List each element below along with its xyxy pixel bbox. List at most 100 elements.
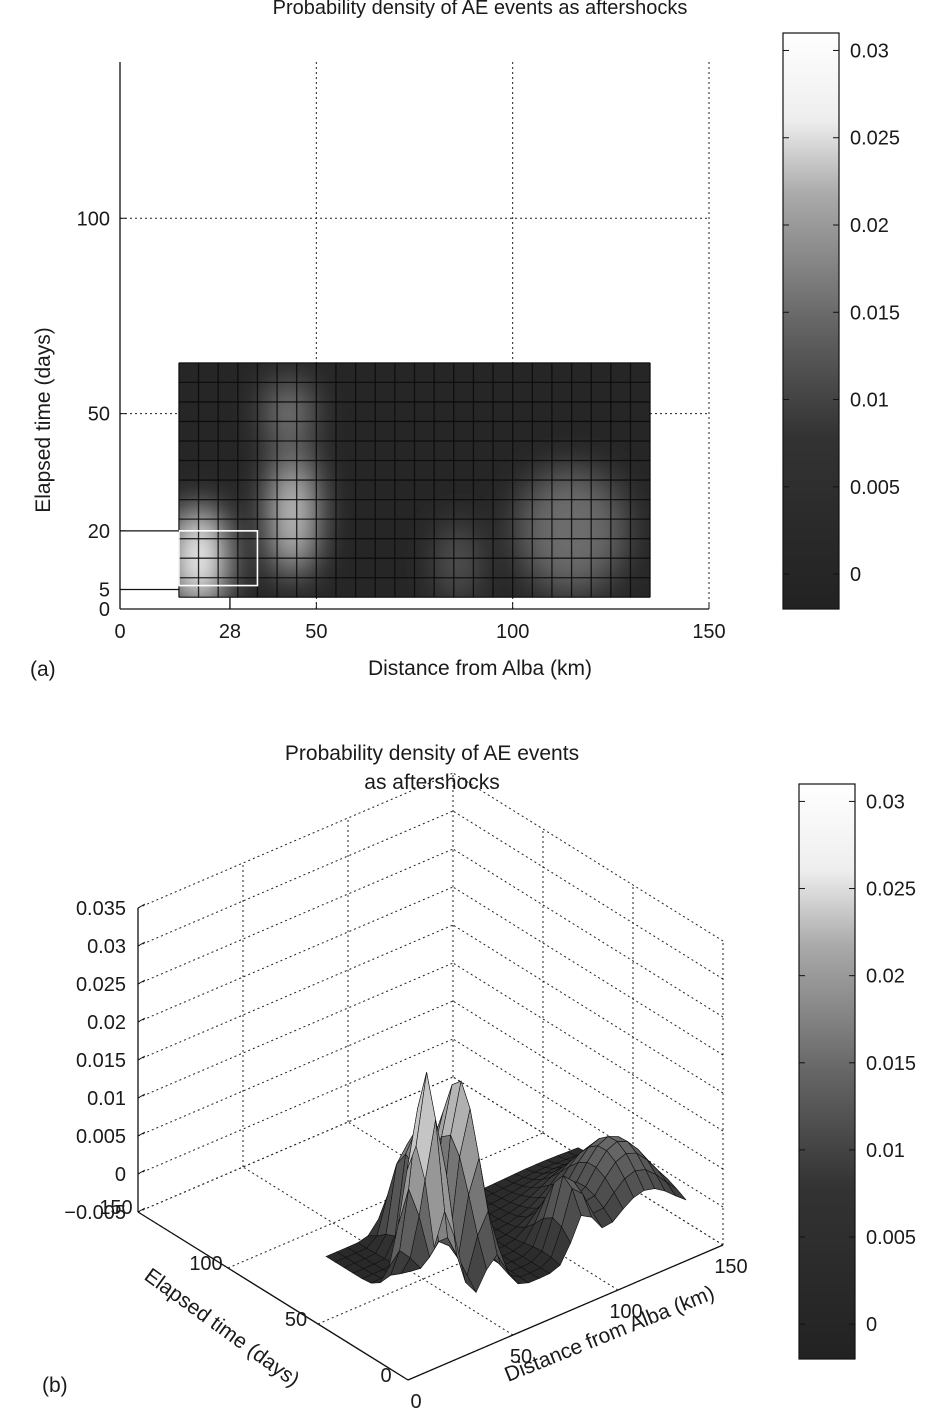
panel-b-z-tick-label: 0 [115, 1164, 126, 1186]
panel-b-side-wall-gridline [452, 1038, 724, 1208]
panel-b-floor-gridline [242, 1166, 514, 1336]
panel-b-y-tick-label: 100 [189, 1253, 222, 1275]
panel-b-z-tick [137, 1093, 146, 1099]
panel-b-z-tick-label: 0.035 [76, 898, 126, 920]
panel-a-x-tick-label: 50 [305, 621, 327, 643]
panel-b-z-tick [137, 1207, 146, 1213]
panel-b-y-tick-label: 0 [380, 1365, 391, 1387]
panel-b-back-wall-gridline [137, 848, 454, 985]
panel-b-x-tick-label: 150 [714, 1256, 747, 1278]
panel-b-colorbar-tick-label: 0.015 [866, 1053, 916, 1075]
panel-b-side-wall-gridline [452, 1000, 724, 1170]
panel-b-x-tick-label: 50 [510, 1346, 532, 1368]
panel-b-x-axis [407, 1244, 724, 1381]
panel-b-y-tick-label: 150 [99, 1197, 132, 1219]
panel-a-y-tick-label: 100 [77, 208, 110, 230]
panel-b-x-axis-label: Distance from Alba (km) [501, 1281, 717, 1386]
panel-b-label: (b) [42, 1374, 68, 1397]
panel-b-z-tick-label: 0.025 [76, 974, 126, 996]
panel-b-back-wall-gridline [137, 1038, 454, 1175]
panel-b-z-tick [137, 979, 146, 985]
panel-b-floor-gridline [452, 1076, 724, 1246]
panel-b-side-wall-gridline [452, 772, 724, 942]
panel-b-colorbar-tick-label: 0.03 [866, 791, 905, 813]
panel-b-colorbar-tick-label: 0 [866, 1314, 877, 1336]
panel-b-z-tick [137, 903, 146, 909]
panel-b-side-wall-gridline [452, 848, 724, 1018]
panel-b-y-axis [137, 1211, 409, 1381]
panel-a-cell-grid [178, 362, 651, 598]
panel-b-colorbar-tick-label: 0.02 [866, 966, 905, 988]
panel-b-back-wall-gridline [137, 810, 454, 947]
panel-b-surface [325, 1072, 687, 1294]
panel-b-back-wall-gridline [137, 886, 454, 1023]
panel-b-side-wall-gridline [452, 810, 724, 980]
panel-a-colorbar-tick-label: 0.005 [850, 477, 900, 499]
panel-b-y-axis-label: Elapsed time (days) [140, 1264, 304, 1392]
panel-a-colorbar: 0 0.005 0.01 0.015 0.02 0.025 0.03 [782, 32, 900, 610]
panel-b-back-wall-gridline [137, 772, 454, 909]
panel-b-x-tick-label: 0 [410, 1391, 421, 1410]
panel-b-x-tick-label: 100 [609, 1301, 642, 1323]
panel-b-z-tick-label: −0.005 [64, 1202, 126, 1224]
panel-a-density-peak [272, 455, 313, 576]
panel-b-z-tick [137, 941, 146, 947]
panel-a-colorbar-tick-label: 0.015 [850, 302, 900, 324]
panel-a-colorbar-tick-label: 0.03 [850, 40, 889, 62]
panel-b-y-tick-label: 50 [285, 1309, 307, 1331]
panel-a-colorbar-body [782, 32, 840, 610]
panel-a-y-tick-label: 5 [99, 579, 110, 601]
panel-a-density-peak [268, 379, 309, 448]
panel-b-z-tick [137, 1055, 146, 1061]
panel-a-colorbar-tick-label: 0 [850, 564, 861, 586]
panel-b-z-tick-label: 0.015 [76, 1050, 126, 1072]
panel-b-colorbar-tick-label: 0.025 [866, 879, 916, 901]
panel-a: Probability density of AE events as afte… [30, 0, 900, 681]
panel-a-title: Probability density of AE events as afte… [273, 0, 688, 19]
panel-b-z-tick [137, 1017, 146, 1023]
panel-b-tick-labels: −0.005 0 0.005 0.01 0.015 0.02 0.025 0.03 0.035 0… [64, 898, 747, 1410]
panel-b-back-wall-gridline [137, 1000, 454, 1137]
panel-b-z-tick-label: 0.03 [87, 936, 126, 958]
panel-b-floor-gridline [137, 1076, 454, 1213]
panel-b-colorbar-tick-label: 0.01 [866, 1140, 905, 1162]
panel-a-heatmap [178, 362, 651, 598]
panel-b-z-tick [137, 1131, 146, 1137]
panel-b-z-tick-label: 0.005 [76, 1126, 126, 1148]
panel-a-x-tick-label: 100 [496, 621, 529, 643]
panel-a-y-tick-label: 0 [99, 599, 110, 621]
panel-b-side-wall-gridline [452, 962, 724, 1132]
panel-a-tick-labels: 0 28 50 100 150 05 20 50 100 [77, 208, 726, 643]
panel-b-3d-grid [137, 772, 724, 1381]
panel-b-colorbar: 0 0.005 0.01 0.015 0.02 0.025 0.03 [798, 783, 916, 1360]
panel-a-highlight-box [178, 530, 259, 587]
panel-a-x-tick-label: 28 [219, 621, 241, 643]
panel-b-back-wall-gridline [137, 962, 454, 1099]
panel-a-y-tick-label: 50 [88, 404, 110, 426]
panel-a-colorbar-tick-label: 0.02 [850, 215, 889, 237]
panel-a-axes [119, 62, 709, 610]
panel-a-x-axis-label: Distance from Alba (km) [368, 657, 592, 680]
panel-a-colorbar-tick-label: 0.01 [850, 390, 889, 412]
panel-a-colorbar-tick-label: 0.025 [850, 128, 900, 150]
panel-b-side-wall-gridline [452, 924, 724, 1094]
panel-b-side-wall-gridline [452, 886, 724, 1056]
panel-b-colorbar-body [798, 783, 856, 1360]
panel-b-floor-gridline [347, 1121, 619, 1291]
panel-b-title-line-1: Probability density of AE events [285, 742, 579, 765]
panel-a-y-axis-label: Elapsed time (days) [32, 327, 55, 513]
panel-a-density-peak [441, 522, 474, 598]
panel-b-colorbar-tick-label: 0.005 [866, 1227, 916, 1249]
panel-b: Probability density of AE events as afte… [42, 742, 916, 1410]
panel-b-z-tick-label: 0.01 [87, 1088, 126, 1110]
panel-b-surface-patch [424, 1119, 445, 1248]
panel-a-x-tick-label: 150 [692, 621, 725, 643]
panel-b-z-tick-label: 0.02 [87, 1012, 126, 1034]
panel-b-z-tick [137, 1169, 146, 1175]
panel-b-back-wall-gridline [137, 924, 454, 1061]
panel-b-title-line-2: as aftershocks [364, 771, 499, 794]
panel-a-x-tick-label: 0 [114, 621, 125, 643]
panel-a-label: (a) [30, 658, 56, 681]
panel-a-y-tick-label: 20 [88, 521, 110, 543]
